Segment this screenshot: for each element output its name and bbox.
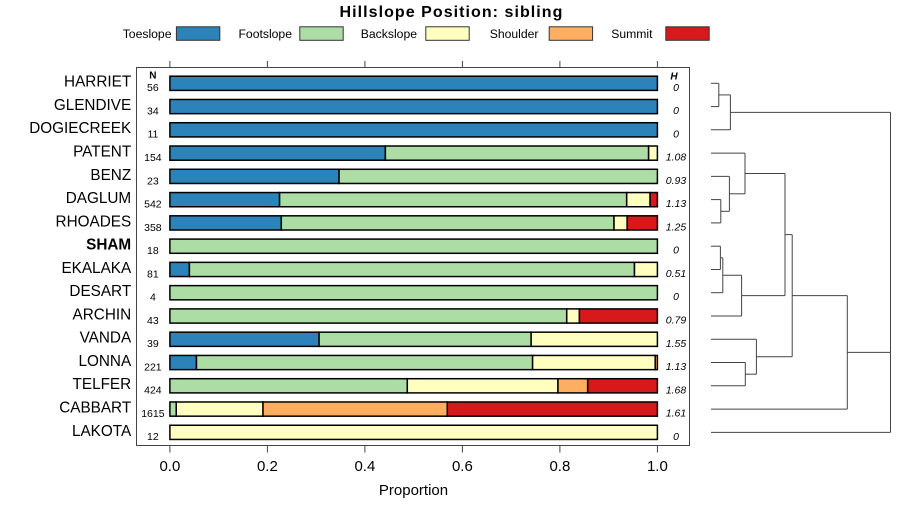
svg-text:Hillslope Position: sibling: Hillslope Position: sibling xyxy=(340,4,564,21)
svg-text:DOGIECREEK: DOGIECREEK xyxy=(29,120,132,137)
svg-text:221: 221 xyxy=(144,361,162,373)
svg-text:Backslope: Backslope xyxy=(361,27,417,41)
svg-text:0: 0 xyxy=(673,245,679,257)
svg-text:1.08: 1.08 xyxy=(666,152,687,164)
svg-text:1.25: 1.25 xyxy=(666,221,687,233)
svg-text:0.93: 0.93 xyxy=(666,175,687,187)
svg-text:18: 18 xyxy=(147,245,159,257)
svg-text:DAGLUM: DAGLUM xyxy=(66,190,131,207)
svg-text:1.13: 1.13 xyxy=(666,198,687,210)
svg-text:LAKOTA: LAKOTA xyxy=(72,423,132,440)
svg-text:39: 39 xyxy=(147,338,159,350)
svg-text:N: N xyxy=(149,71,156,82)
svg-text:1.13: 1.13 xyxy=(666,361,687,373)
svg-text:23: 23 xyxy=(147,175,159,187)
svg-text:0.79: 0.79 xyxy=(666,315,687,327)
svg-text:Summit: Summit xyxy=(611,27,653,41)
svg-text:43: 43 xyxy=(147,315,159,327)
svg-text:LONNA: LONNA xyxy=(78,353,131,370)
svg-text:HARRIET: HARRIET xyxy=(64,74,131,91)
svg-text:12: 12 xyxy=(147,431,159,443)
svg-text:358: 358 xyxy=(144,222,162,234)
svg-text:34: 34 xyxy=(147,106,159,118)
svg-text:4: 4 xyxy=(150,292,156,304)
svg-text:Shoulder: Shoulder xyxy=(490,27,539,41)
svg-text:0: 0 xyxy=(673,291,679,303)
svg-text:SHAM: SHAM xyxy=(86,237,131,254)
svg-text:0: 0 xyxy=(673,82,679,94)
svg-text:TELFER: TELFER xyxy=(73,376,132,393)
svg-text:1.61: 1.61 xyxy=(666,408,686,420)
svg-text:Toeslope: Toeslope xyxy=(123,27,172,41)
svg-text:PATENT: PATENT xyxy=(73,144,131,161)
svg-text:BENZ: BENZ xyxy=(90,167,131,184)
svg-text:0.2: 0.2 xyxy=(257,458,278,475)
svg-text:VANDA: VANDA xyxy=(80,330,132,347)
svg-text:0.51: 0.51 xyxy=(666,268,686,280)
svg-text:542: 542 xyxy=(144,199,162,211)
svg-text:0: 0 xyxy=(673,431,679,443)
svg-text:DESART: DESART xyxy=(69,283,131,300)
svg-text:1.0: 1.0 xyxy=(647,458,668,475)
svg-text:11: 11 xyxy=(147,129,158,141)
svg-text:0: 0 xyxy=(673,128,679,140)
svg-text:RHOADES: RHOADES xyxy=(56,213,132,230)
svg-text:Footslope: Footslope xyxy=(238,27,292,41)
svg-text:CABBART: CABBART xyxy=(59,400,131,417)
svg-text:1.55: 1.55 xyxy=(666,338,687,350)
svg-text:H: H xyxy=(670,72,678,83)
svg-text:424: 424 xyxy=(144,385,162,397)
svg-text:0.8: 0.8 xyxy=(549,458,570,475)
svg-text:56: 56 xyxy=(147,82,159,94)
svg-text:0.0: 0.0 xyxy=(159,458,180,475)
svg-text:1.68: 1.68 xyxy=(666,384,687,396)
svg-text:1615: 1615 xyxy=(141,408,165,420)
svg-text:0.4: 0.4 xyxy=(354,458,375,475)
svg-text:0: 0 xyxy=(673,105,679,117)
svg-text:154: 154 xyxy=(144,152,162,164)
svg-text:81: 81 xyxy=(147,268,159,280)
svg-text:Proportion: Proportion xyxy=(379,482,448,499)
svg-text:0.6: 0.6 xyxy=(452,458,473,475)
svg-text:GLENDIVE: GLENDIVE xyxy=(54,97,131,114)
svg-text:EKALAKA: EKALAKA xyxy=(61,260,132,277)
svg-text:ARCHIN: ARCHIN xyxy=(73,306,132,323)
